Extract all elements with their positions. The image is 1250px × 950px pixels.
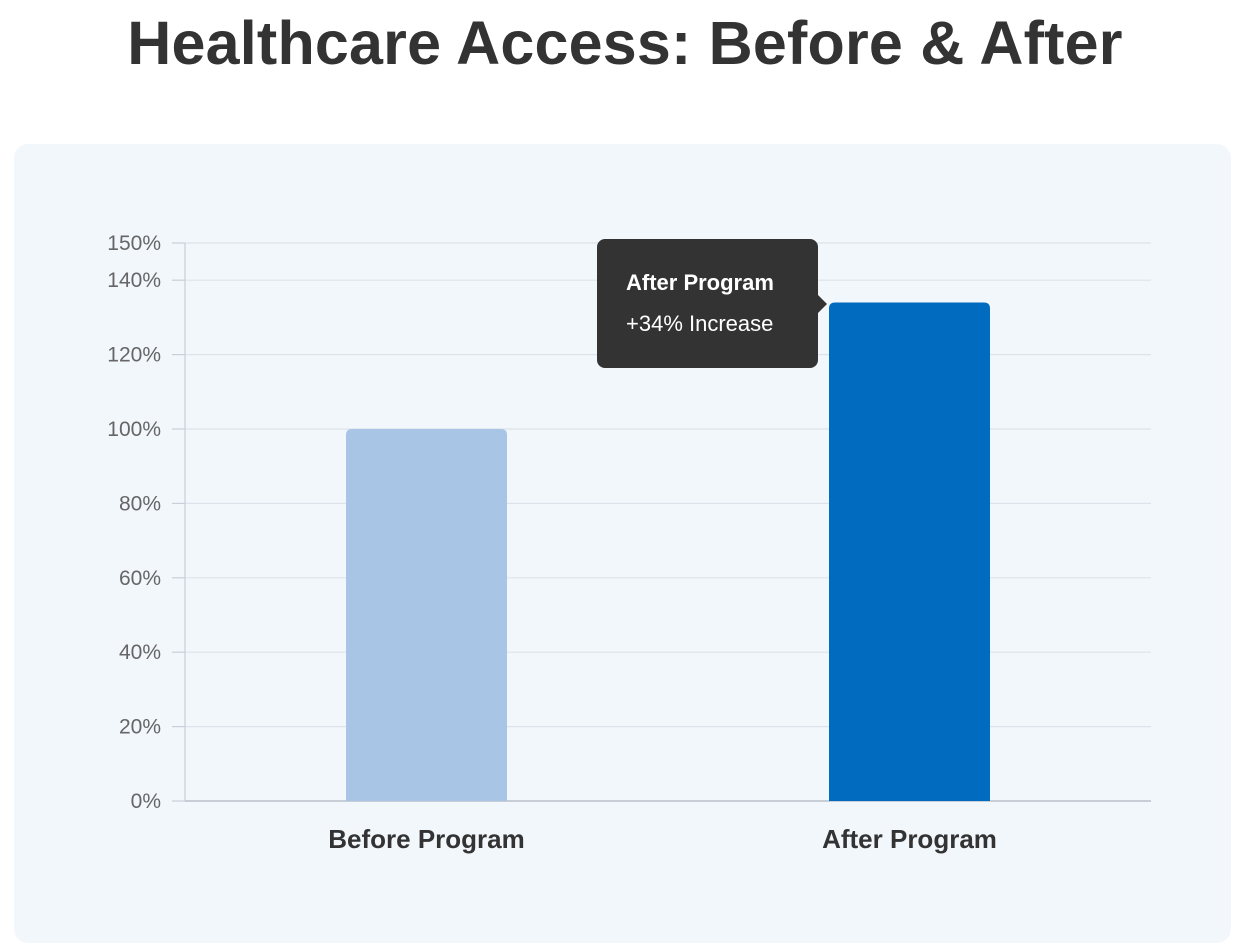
y-tick-label: 100%	[107, 418, 161, 441]
bar-after-program	[829, 302, 990, 801]
y-tick-label: 140%	[107, 269, 161, 292]
tooltip-arrow	[818, 294, 827, 313]
page-title: Healthcare Access: Before & After	[127, 9, 1123, 77]
y-tick-label: 80%	[119, 492, 161, 515]
y-tick-label: 60%	[119, 567, 161, 590]
chart-tooltip: After Program +34% Increase	[597, 238, 827, 368]
y-tick-label: 0%	[131, 790, 161, 813]
tooltip-title: After Program	[626, 269, 774, 295]
y-tick-label: 120%	[107, 344, 161, 367]
y-tick-label: 150%	[107, 232, 161, 255]
bar-chart: 0% 20% 40% 60% 80% 100% 120% 140% 150% Before Pro…	[107, 232, 1151, 854]
chart-card: 0% 20% 40% 60% 80% 100% 120% 140% 150% Before Pro…	[14, 144, 1231, 943]
x-category-label: Before Program	[328, 824, 525, 854]
x-category-label: After Program	[822, 824, 997, 854]
bar-before-program	[346, 429, 507, 801]
tooltip-text: +34% Increase	[626, 310, 774, 336]
y-tick-label: 20%	[119, 716, 161, 739]
y-tick-label: 40%	[119, 641, 161, 664]
